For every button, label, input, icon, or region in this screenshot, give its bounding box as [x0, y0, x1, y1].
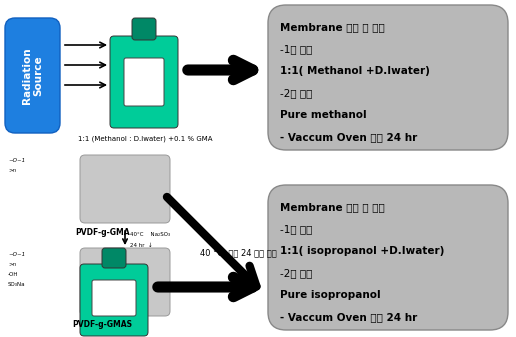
- FancyBboxPatch shape: [80, 248, 170, 316]
- Text: ~O~1: ~O~1: [8, 252, 25, 257]
- Text: -1차 세척: -1차 세척: [280, 44, 312, 54]
- FancyBboxPatch shape: [80, 155, 170, 223]
- FancyBboxPatch shape: [92, 280, 136, 316]
- Text: 1:1 (Methanol : D.Iwater) +0.1 % GMA: 1:1 (Methanol : D.Iwater) +0.1 % GMA: [78, 135, 212, 142]
- FancyBboxPatch shape: [102, 248, 126, 268]
- Text: -2차 세척: -2차 세척: [280, 268, 312, 278]
- Text: >n: >n: [8, 168, 16, 173]
- Text: SO₃Na: SO₃Na: [8, 282, 26, 287]
- Text: 1:1( isopropanol +D.Iwater): 1:1( isopropanol +D.Iwater): [280, 246, 444, 256]
- Text: PVDF-g-GMAS: PVDF-g-GMAS: [72, 320, 132, 329]
- FancyBboxPatch shape: [268, 5, 508, 150]
- Text: >n: >n: [8, 262, 16, 267]
- Text: - Vaccum Oven 에서 24 hr: - Vaccum Oven 에서 24 hr: [280, 132, 417, 142]
- FancyBboxPatch shape: [80, 264, 148, 336]
- Text: Radiation
Source: Radiation Source: [22, 47, 43, 104]
- FancyBboxPatch shape: [268, 185, 508, 330]
- FancyBboxPatch shape: [124, 58, 164, 106]
- Text: ~O~1: ~O~1: [8, 158, 25, 163]
- Text: Membrane 세척 및 건조: Membrane 세척 및 건조: [280, 202, 385, 212]
- FancyBboxPatch shape: [5, 18, 60, 133]
- Text: -1차 세척: -1차 세척: [280, 224, 312, 234]
- Text: - Vaccum Oven 에서 24 hr: - Vaccum Oven 에서 24 hr: [280, 312, 417, 322]
- Text: Pure isopropanol: Pure isopropanol: [280, 290, 381, 300]
- FancyBboxPatch shape: [132, 18, 156, 40]
- Text: 1:1( Methanol +D.Iwater): 1:1( Methanol +D.Iwater): [280, 66, 430, 76]
- Text: 24 hr  ↓: 24 hr ↓: [130, 243, 153, 247]
- Text: 40 °C  에서 24 시간 반응: 40 °C 에서 24 시간 반응: [200, 248, 277, 257]
- Text: -2차 세척: -2차 세척: [280, 88, 312, 98]
- FancyBboxPatch shape: [110, 36, 178, 128]
- Text: Membrane 세척 및 건조: Membrane 세척 및 건조: [280, 22, 385, 32]
- Text: Pure methanol: Pure methanol: [280, 110, 367, 120]
- Text: PVDF-g-GMA: PVDF-g-GMA: [75, 228, 130, 237]
- Text: 40°C    Na₂SO₃: 40°C Na₂SO₃: [130, 233, 170, 238]
- Text: -OH: -OH: [8, 272, 19, 277]
